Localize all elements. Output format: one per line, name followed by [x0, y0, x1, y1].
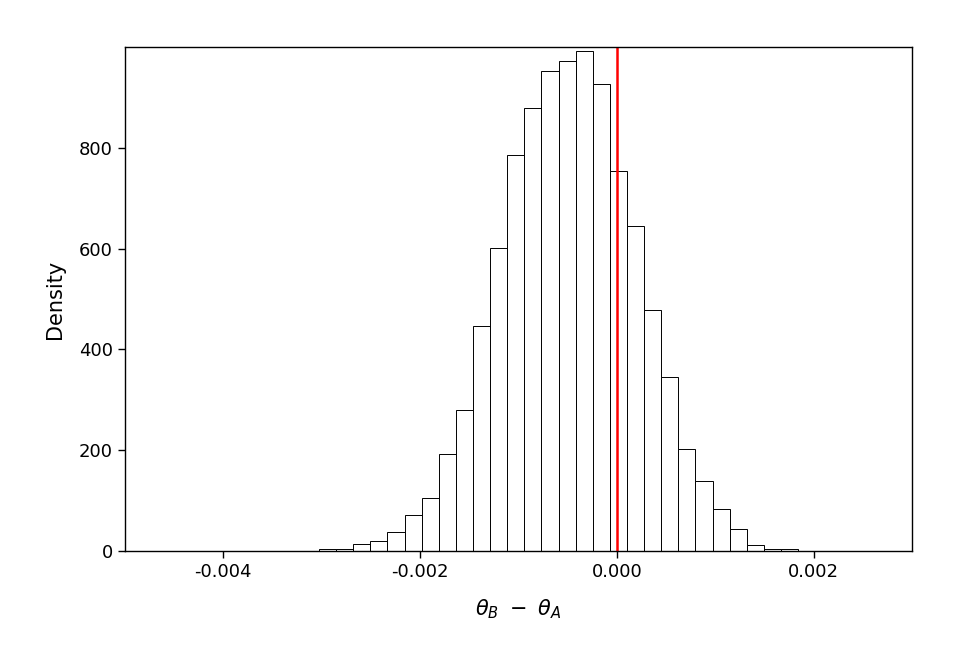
Bar	[319, 549, 336, 551]
Bar	[473, 326, 491, 551]
Bar	[592, 84, 610, 551]
Bar	[507, 155, 524, 551]
Bar	[421, 498, 439, 551]
Bar	[730, 529, 747, 551]
Bar	[576, 51, 592, 551]
Bar	[559, 60, 576, 551]
Bar	[404, 515, 421, 551]
Bar	[439, 454, 456, 551]
Bar	[679, 449, 695, 551]
Bar	[371, 541, 388, 551]
Bar	[747, 546, 764, 551]
Y-axis label: Density: Density	[45, 259, 65, 339]
X-axis label: $\theta_B\ -\ \theta_A$: $\theta_B\ -\ \theta_A$	[475, 597, 562, 621]
Bar	[610, 171, 627, 551]
Bar	[456, 411, 473, 551]
Bar	[661, 376, 679, 551]
Bar	[524, 108, 541, 551]
Bar	[353, 544, 371, 551]
Bar	[336, 549, 353, 551]
Bar	[695, 481, 712, 551]
Bar	[491, 248, 507, 551]
Bar	[644, 310, 661, 551]
Bar	[764, 548, 781, 551]
Bar	[781, 548, 798, 551]
Bar	[712, 509, 730, 551]
Bar	[541, 71, 559, 551]
Bar	[627, 226, 644, 551]
Bar	[388, 532, 404, 551]
